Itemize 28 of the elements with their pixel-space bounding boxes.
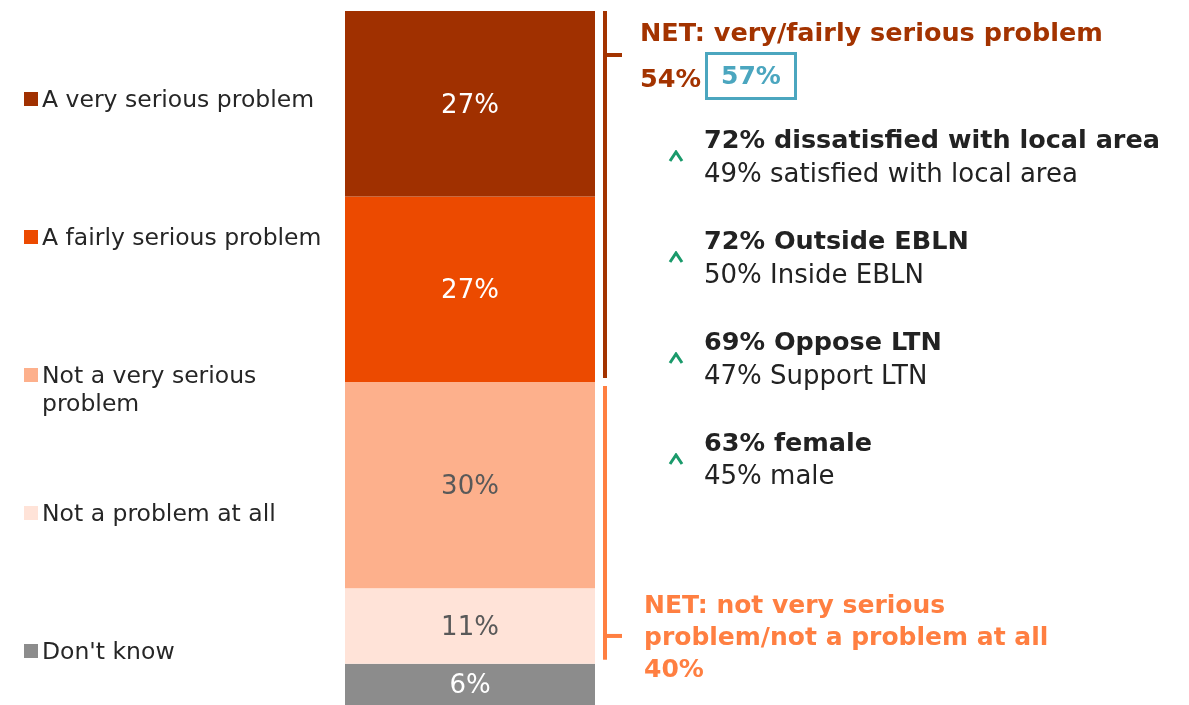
text: 54% [640, 63, 702, 93]
legend-label: A very serious problem [42, 85, 315, 113]
text: 69% Oppose LTN [704, 326, 942, 356]
text: 57% [721, 60, 781, 92]
text: NET: very/fairly serious problem [640, 17, 1103, 47]
legend-label: Not a very serious problem [42, 361, 258, 417]
legend-label: Don't know [42, 637, 175, 665]
legend-label: Not a problem at all [42, 499, 276, 527]
bar [345, 663, 595, 705]
text: 63% female [704, 427, 873, 457]
data-label: 30% [441, 470, 499, 501]
bar [345, 196, 595, 383]
text: 72% dissatisfied with local area [704, 124, 1160, 154]
text: 45% male [704, 460, 835, 490]
text: 49% satisfied with local area [704, 158, 1078, 188]
data-label: 27% [441, 88, 499, 119]
text: 50% Inside EBLN [704, 259, 924, 289]
text: 40% [644, 654, 704, 683]
legend-label: A fairly serious problem [42, 223, 322, 251]
text: 47% Support LTN [704, 360, 928, 390]
data-label: 6% [449, 669, 491, 700]
bar [345, 588, 595, 664]
bar [345, 11, 595, 197]
text: 72% Outside EBLN [704, 225, 969, 255]
data-label: 27% [441, 274, 499, 305]
data-label: 11% [441, 610, 499, 641]
bar [345, 382, 595, 589]
text: NET: not very serious problem/not a problem at all [644, 590, 1049, 651]
